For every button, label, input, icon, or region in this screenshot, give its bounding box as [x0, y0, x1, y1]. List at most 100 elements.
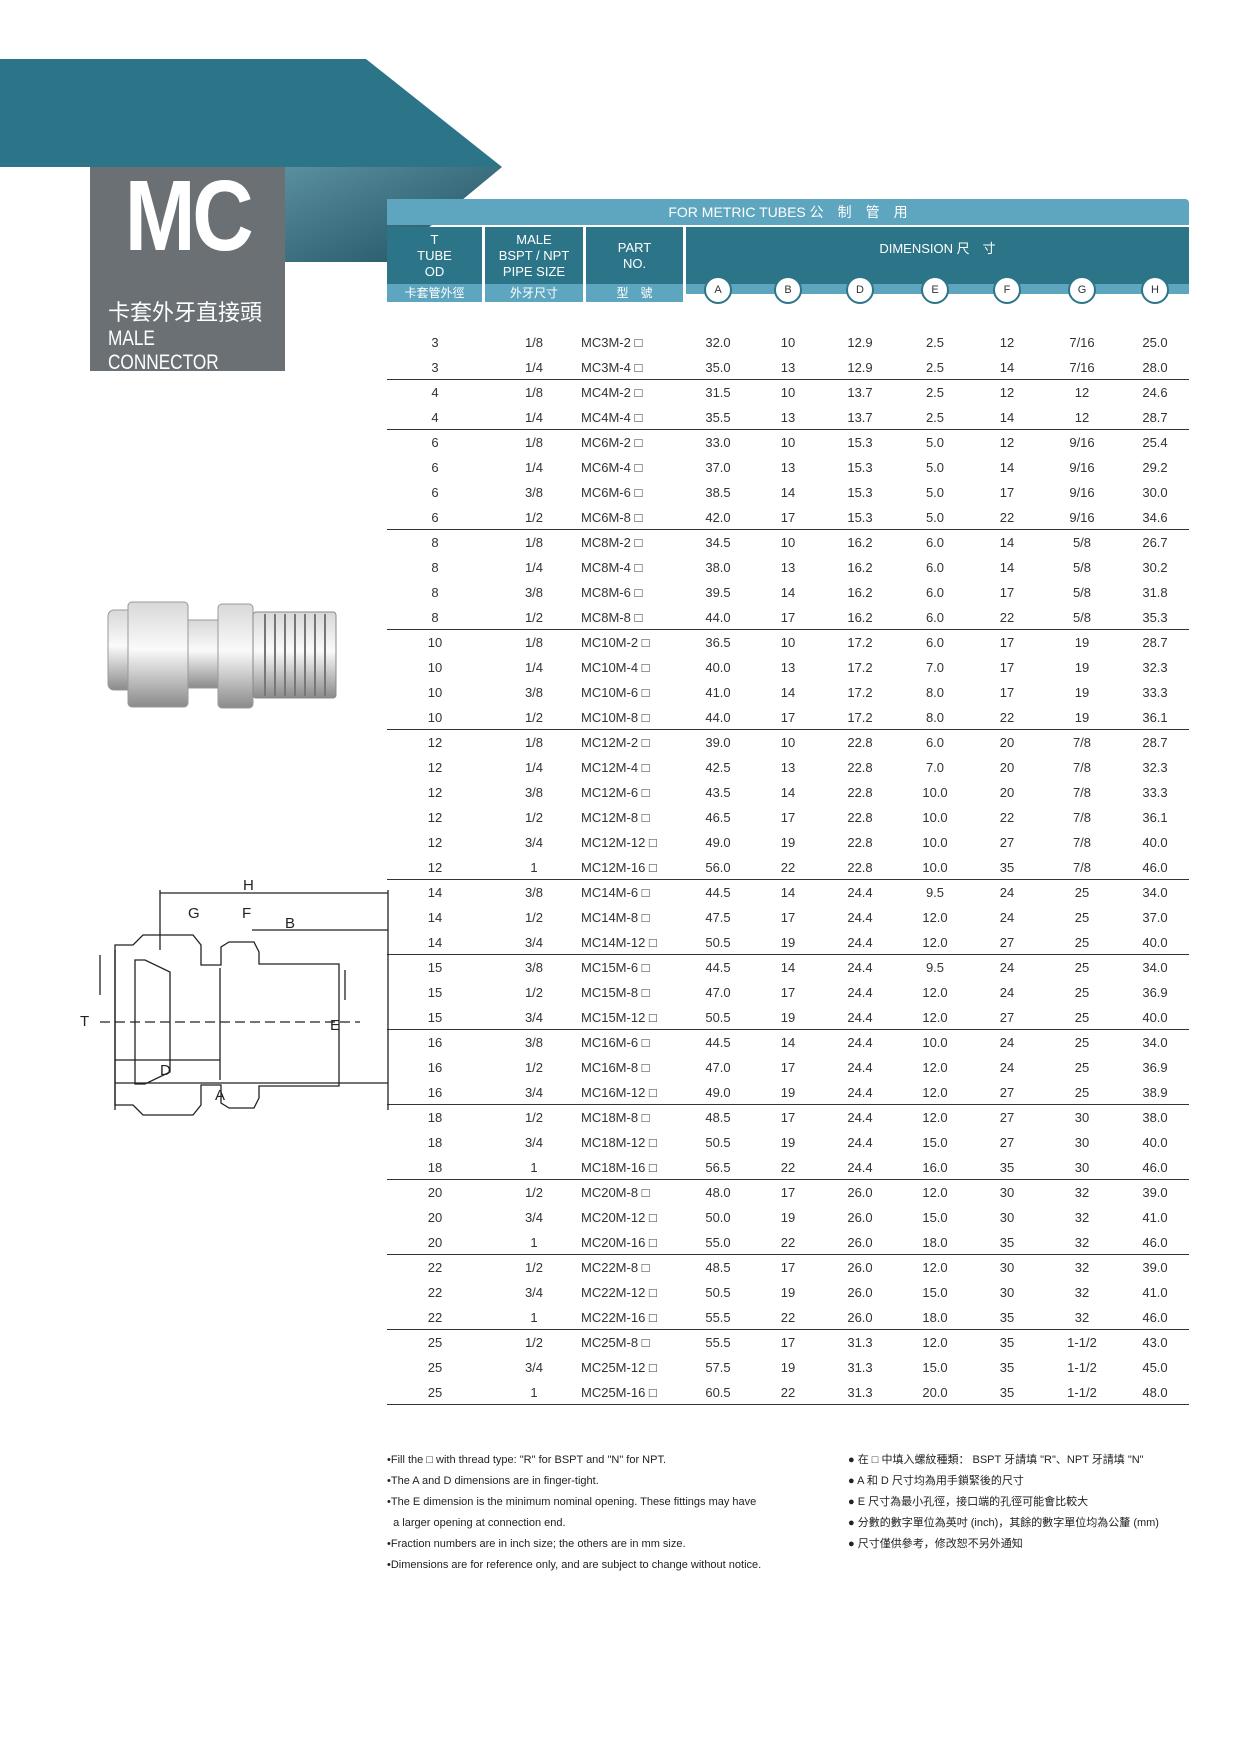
- table-row: 14 3/4 MC14M-12 □ 50.5 19 24.4 12.0 27 25 40.0: [387, 930, 1189, 955]
- table-row: 8 1/2 MC8M-8 □ 44.0 17 16.2 6.0 22 5/8 35.3: [387, 605, 1189, 630]
- table-row: 16 3/8 MC16M-6 □ 44.5 14 24.4 10.0 24 25 34.0: [387, 1030, 1189, 1055]
- table-row: 12 1/8 MC12M-2 □ 39.0 10 22.8 6.0 20 7/8 28.7: [387, 730, 1189, 755]
- table-row: 18 1/2 MC18M-8 □ 48.5 17 24.4 12.0 27 30 38.0: [387, 1105, 1189, 1130]
- cell-b: 17: [780, 810, 796, 825]
- cell-a: 46.5: [705, 810, 731, 825]
- header-line: PART: [617, 240, 652, 255]
- note: •The E dimension is the minimum nominal …: [387, 1496, 757, 1508]
- cell-b: 10: [780, 635, 796, 650]
- cell-d: 26.0: [847, 1235, 873, 1250]
- cell-male-size: 1: [530, 1385, 538, 1400]
- cell-male-size: 3/4: [524, 935, 544, 950]
- cell-a: 44.5: [705, 885, 731, 900]
- cell-h: 36.9: [1142, 985, 1168, 1000]
- cell-part-no: MC18M-8 □: [581, 1110, 650, 1125]
- cell-e: 8.0: [925, 685, 945, 700]
- cell-tube-od: 10: [427, 660, 443, 675]
- label-d: D: [160, 1062, 171, 1079]
- dim-circle-h: H: [1141, 276, 1169, 304]
- cell-male-size: 1/2: [524, 910, 544, 925]
- product-illustration: H G F B T E D A: [80, 601, 389, 1116]
- cell-d: 16.2: [847, 560, 873, 575]
- cell-h: 40.0: [1142, 1010, 1168, 1025]
- cell-male-size: 1/8: [524, 635, 544, 650]
- cell-a: 44.0: [705, 710, 731, 725]
- cell-h: 33.3: [1142, 685, 1168, 700]
- cell-a: 60.5: [705, 1385, 731, 1400]
- cell-a: 42.5: [705, 760, 731, 775]
- cell-tube-od: 15: [427, 960, 443, 975]
- cell-d: 22.8: [847, 735, 873, 750]
- header-line: T: [430, 232, 439, 247]
- note: a larger opening at connection end.: [387, 1517, 566, 1529]
- cell-g: 7/16: [1069, 335, 1095, 350]
- cell-g: 30: [1074, 1110, 1090, 1125]
- cell-male-size: 1/4: [524, 560, 544, 575]
- cell-h: 35.3: [1142, 610, 1168, 625]
- table-row: 25 1 MC25M-16 □ 60.5 22 31.3 20.0 35 1-1/2 48.0: [387, 1380, 1189, 1405]
- cell-tube-od: 3: [431, 335, 439, 350]
- table-row: 15 3/8 MC15M-6 □ 44.5 14 24.4 9.5 24 25 34.0: [387, 955, 1189, 980]
- cell-tube-od: 6: [431, 485, 439, 500]
- product-code: MC: [124, 160, 254, 272]
- cell-e: 12.0: [922, 1335, 948, 1350]
- cell-a: 44.0: [705, 610, 731, 625]
- cell-d: 15.3: [847, 460, 873, 475]
- cell-part-no: MC6M-4 □: [581, 460, 643, 475]
- cell-male-size: 1/4: [524, 360, 544, 375]
- label-t: T: [80, 1013, 89, 1030]
- cell-d: 26.0: [847, 1210, 873, 1225]
- cell-f: 35: [999, 1160, 1015, 1175]
- header-line: OD: [424, 264, 445, 279]
- cell-tube-od: 14: [427, 935, 443, 950]
- cell-tube-od: 25: [427, 1385, 443, 1400]
- table-row: 8 1/8 MC8M-2 □ 34.5 10 16.2 6.0 14 5/8 26.7: [387, 530, 1189, 555]
- cell-d: 26.0: [847, 1185, 873, 1200]
- cell-d: 16.2: [847, 585, 873, 600]
- table-row: 10 1/8 MC10M-2 □ 36.5 10 17.2 6.0 17 19 28.7: [387, 630, 1189, 655]
- cell-male-size: 1: [530, 1235, 538, 1250]
- cell-h: 30.2: [1142, 560, 1168, 575]
- cell-g: 1-1/2: [1067, 1360, 1097, 1375]
- header-part-no-cn: 型 號: [586, 284, 683, 302]
- cell-f: 30: [999, 1210, 1015, 1225]
- cell-part-no: MC12M-8 □: [581, 810, 650, 825]
- cell-h: 32.3: [1142, 660, 1168, 675]
- cell-b: 17: [780, 510, 796, 525]
- cell-a: 31.5: [705, 385, 731, 400]
- dim-circle-a: A: [704, 276, 732, 304]
- label-g: G: [188, 905, 200, 922]
- table-row: 10 1/2 MC10M-8 □ 44.0 17 17.2 8.0 22 19 36.1: [387, 705, 1189, 730]
- cell-e: 10.0: [922, 860, 948, 875]
- cell-e: 9.5: [925, 885, 945, 900]
- cell-a: 48.0: [705, 1185, 731, 1200]
- cell-part-no: MC14M-6 □: [581, 885, 650, 900]
- cell-part-no: MC18M-12 □: [581, 1135, 657, 1150]
- cell-h: 38.0: [1142, 1110, 1168, 1125]
- cell-tube-od: 12: [427, 785, 443, 800]
- cell-e: 6.0: [925, 585, 945, 600]
- cell-tube-od: 20: [427, 1185, 443, 1200]
- cell-male-size: 1/2: [524, 1060, 544, 1075]
- table-row: 12 3/8 MC12M-6 □ 43.5 14 22.8 10.0 20 7/8 33.3: [387, 780, 1189, 805]
- cell-male-size: 3/4: [524, 1010, 544, 1025]
- cell-h: 29.2: [1142, 460, 1168, 475]
- cell-part-no: MC15M-12 □: [581, 1010, 657, 1025]
- cell-d: 13.7: [847, 385, 873, 400]
- cell-h: 46.0: [1142, 860, 1168, 875]
- cell-tube-od: 12: [427, 835, 443, 850]
- cell-male-size: 1/4: [524, 660, 544, 675]
- cell-e: 6.0: [925, 535, 945, 550]
- cell-male-size: 1/2: [524, 810, 544, 825]
- cell-g: 25: [1074, 1060, 1090, 1075]
- cell-a: 56.0: [705, 860, 731, 875]
- cell-g: 9/16: [1069, 510, 1095, 525]
- cell-a: 49.0: [705, 835, 731, 850]
- cell-male-size: 1/2: [524, 510, 544, 525]
- header-tube-od: T TUBE OD: [387, 227, 482, 292]
- cell-male-size: 3/4: [524, 1360, 544, 1375]
- cell-e: 15.0: [922, 1210, 948, 1225]
- cell-e: 12.0: [922, 910, 948, 925]
- cell-tube-od: 18: [427, 1160, 443, 1175]
